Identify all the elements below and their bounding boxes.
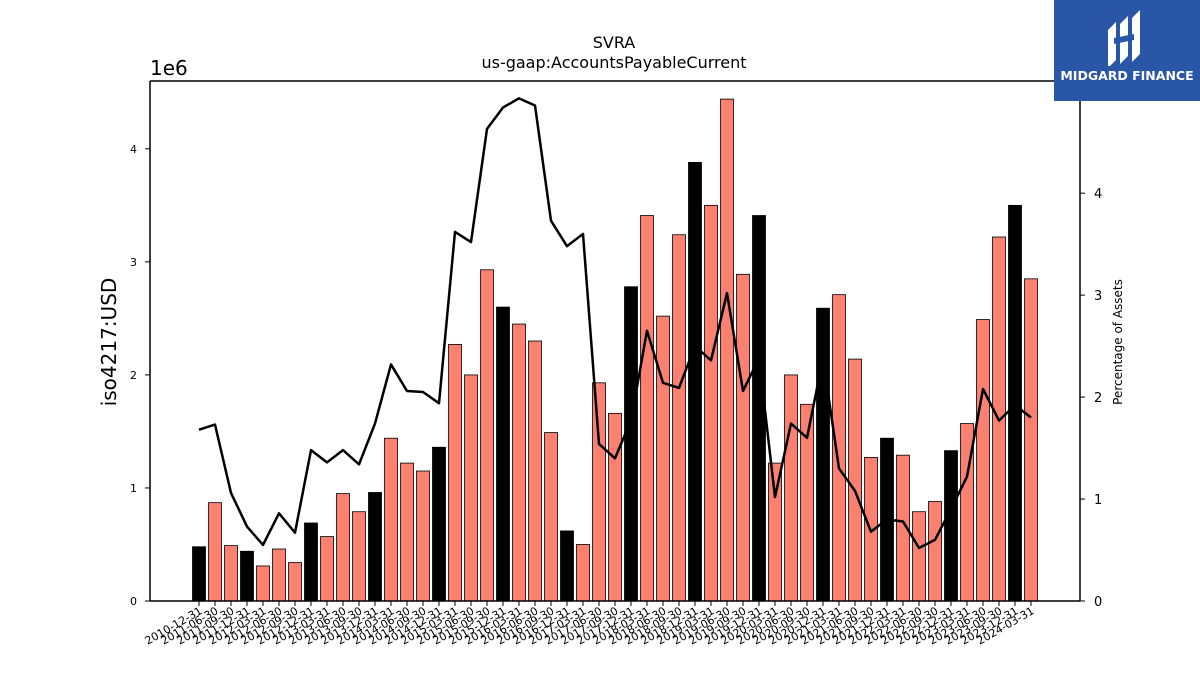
bar-2017-09-30 [608, 412, 622, 602]
midgard-finance-logo: MIDGARD FINANCE [1054, 0, 1200, 101]
bar-2015-03-31 [448, 343, 462, 602]
bar-2022-12-31 [944, 450, 958, 602]
y-tick-label: 4 [130, 143, 137, 156]
bar-2023-12-31 [1008, 204, 1022, 602]
bar-2011-09-30 [224, 545, 238, 602]
y-right-tick-label: 3 [1094, 289, 1102, 304]
bar-2023-06-30 [976, 319, 990, 602]
bar-2022-09-30 [928, 501, 942, 602]
y-right-tick-label: 2 [1094, 391, 1102, 406]
y-tick-label: 1 [130, 482, 137, 495]
line-series [198, 97, 1032, 550]
bar-series [192, 98, 1038, 602]
bar-2015-09-30 [480, 269, 494, 602]
bar-2015-06-30 [464, 374, 478, 602]
bar-2017-12-31 [624, 286, 638, 602]
bar-2010-12-31 [192, 546, 206, 602]
bar-2013-03-31 [320, 536, 334, 602]
bar-2019-03-31 [704, 204, 718, 602]
logo-mark-icon [1108, 10, 1140, 66]
bar-2012-12-31 [304, 522, 318, 602]
ticks: 01234012342010-12-312011-06-302011-09-30… [130, 143, 1102, 648]
bar-2021-06-30 [848, 358, 862, 602]
chart-title: SVRA [593, 33, 636, 52]
bar-2022-06-30 [912, 511, 926, 602]
bar-2017-06-30 [592, 382, 606, 602]
bar-2014-12-31 [432, 446, 446, 602]
bar-2019-06-30 [720, 98, 734, 602]
y-right-tick-label: 4 [1094, 187, 1102, 202]
bar-2014-03-31 [384, 437, 398, 602]
bar-2012-03-31 [256, 565, 270, 602]
y-axis-label-right: Percentage of Assets [1111, 279, 1125, 405]
bar-2012-09-30 [288, 562, 302, 602]
bar-2015-12-31 [496, 306, 510, 602]
y-right-tick-label: 1 [1094, 493, 1102, 508]
y-offset-label: 1e6 [150, 56, 188, 80]
bar-2016-06-30 [528, 340, 542, 602]
y-axis-label: iso4217:USD [97, 278, 121, 407]
y-tick-label: 3 [130, 256, 137, 269]
bar-2016-09-30 [544, 432, 558, 602]
logo-text: MIDGARD FINANCE [1060, 68, 1194, 83]
bar-2024-03-31 [1024, 278, 1038, 602]
y-right-tick-label: 0 [1094, 595, 1102, 610]
bar-2018-12-31 [688, 161, 702, 602]
bar-2017-03-31 [576, 544, 590, 602]
bar-2018-03-31 [640, 215, 654, 602]
bar-2014-09-30 [416, 470, 430, 602]
bar-2014-06-30 [400, 462, 414, 602]
bar-2013-12-31 [368, 492, 382, 602]
bar-2011-12-31 [240, 550, 254, 602]
bar-2016-12-31 [560, 530, 574, 602]
bar-2013-06-30 [336, 493, 350, 602]
bar-2016-03-31 [512, 323, 526, 602]
bar-2019-09-30 [736, 273, 750, 602]
percentage-line [198, 97, 1032, 550]
chart-subtitle: us-gaap:AccountsPayableCurrent [481, 53, 746, 72]
bar-2013-09-30 [352, 511, 366, 602]
bar-2018-09-30 [672, 234, 686, 602]
bar-2018-06-30 [656, 315, 670, 602]
bar-2020-03-31 [768, 462, 782, 602]
y-tick-label: 0 [130, 595, 137, 608]
bar-2020-06-30 [784, 374, 798, 602]
y-tick-label: 2 [130, 369, 137, 382]
bar-2020-12-31 [816, 307, 830, 602]
bar-2021-03-31 [832, 294, 846, 602]
bar-2011-06-30 [208, 502, 222, 602]
bar-2012-06-30 [272, 548, 286, 602]
